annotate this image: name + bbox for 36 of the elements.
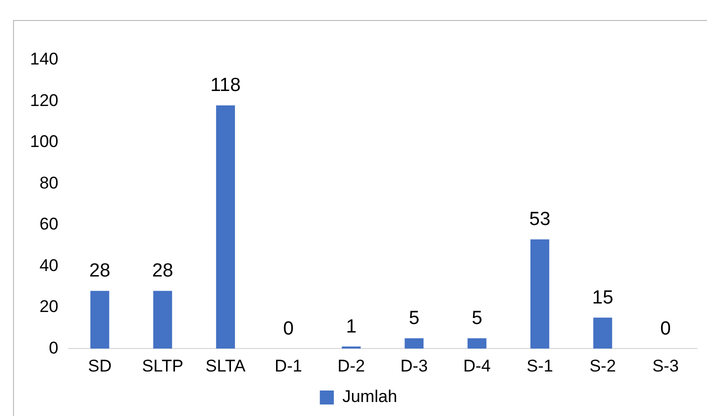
data-label: 28 bbox=[89, 260, 110, 282]
bar bbox=[593, 318, 612, 349]
data-label: 5 bbox=[408, 308, 420, 330]
x-tick-label: S-3 bbox=[652, 356, 679, 376]
legend-label: Jumlah bbox=[342, 387, 398, 406]
x-tick-label: S-2 bbox=[589, 356, 616, 376]
x-tick-label: D-1 bbox=[274, 356, 302, 376]
bar bbox=[404, 338, 424, 349]
y-tick-label: 0 bbox=[48, 338, 58, 358]
bar bbox=[153, 290, 172, 349]
y-tick-label: 80 bbox=[39, 173, 58, 192]
bar bbox=[216, 105, 235, 349]
data-label: 0 bbox=[283, 318, 294, 340]
data-label: 0 bbox=[660, 318, 671, 340]
data-label: 1 bbox=[346, 316, 357, 338]
x-tick-label: SD bbox=[88, 356, 112, 376]
y-tick-label: 120 bbox=[30, 90, 58, 110]
x-tick-label: D-4 bbox=[463, 356, 491, 376]
x-tick-label: SLTA bbox=[206, 356, 246, 376]
y-tick-label: 40 bbox=[39, 256, 58, 275]
x-tick-label: S-1 bbox=[526, 356, 554, 376]
y-tick-label: 60 bbox=[39, 214, 58, 234]
y-tick-label: 140 bbox=[30, 50, 58, 69]
data-label: 15 bbox=[592, 287, 614, 308]
y-tick-label: 20 bbox=[39, 297, 58, 316]
data-label: 28 bbox=[152, 260, 174, 282]
x-tick-label: D-3 bbox=[400, 356, 428, 376]
data-label: 5 bbox=[472, 308, 482, 330]
bar bbox=[468, 338, 486, 349]
data-label: 118 bbox=[210, 75, 241, 96]
data-label: 53 bbox=[529, 209, 550, 230]
x-tick-label: D-2 bbox=[338, 356, 365, 376]
bar bbox=[530, 239, 550, 349]
y-tick-label: 100 bbox=[30, 132, 58, 152]
bar bbox=[90, 290, 110, 349]
x-tick-label: SLTP bbox=[142, 356, 184, 376]
